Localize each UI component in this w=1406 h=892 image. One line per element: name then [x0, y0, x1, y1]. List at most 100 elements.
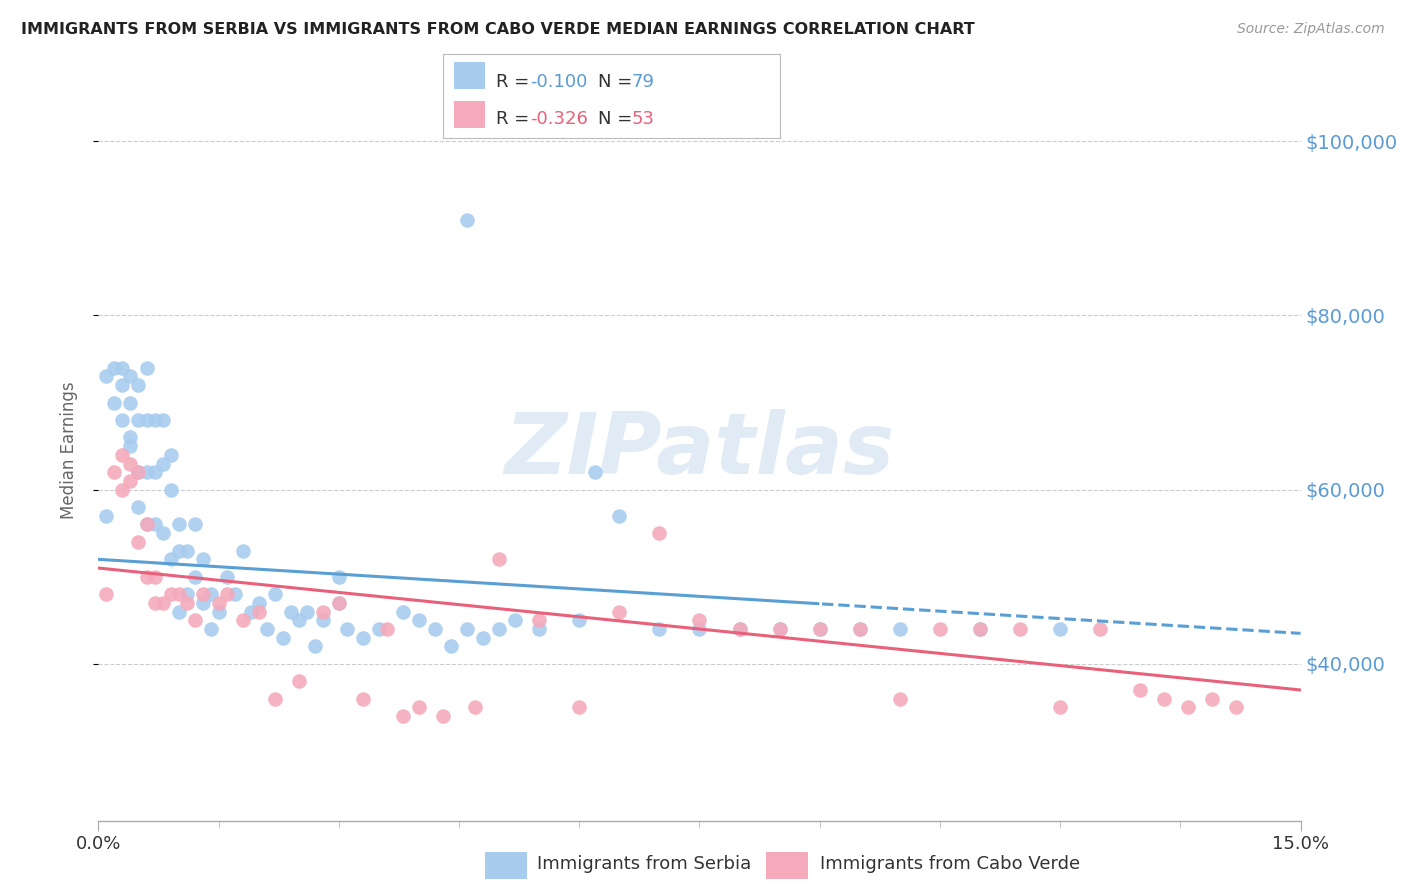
Point [1153, 691, 1175, 706]
Point [103, 465, 125, 479]
Point [295, 605, 318, 619]
Point [440, 640, 463, 654]
Point [128, 465, 150, 479]
Text: Immigrants from Cabo Verde: Immigrants from Cabo Verde [820, 855, 1080, 873]
Point [648, 526, 671, 541]
Point [191, 587, 214, 601]
Point [135, 360, 157, 375]
Point [167, 543, 190, 558]
Point [152, 596, 174, 610]
Point [728, 622, 751, 636]
Point [689, 622, 711, 636]
Point [167, 605, 190, 619]
Point [969, 622, 991, 636]
Point [280, 605, 302, 619]
Point [128, 535, 150, 549]
Point [689, 613, 711, 627]
Point [304, 640, 326, 654]
Point [263, 691, 285, 706]
Point [200, 587, 222, 601]
Point [159, 448, 181, 462]
Point [135, 517, 157, 532]
Point [120, 439, 142, 453]
Point [111, 360, 134, 375]
Point [288, 674, 311, 689]
Point [103, 360, 125, 375]
Point [352, 691, 374, 706]
Point [215, 570, 238, 584]
Point [472, 631, 495, 645]
Point [232, 543, 254, 558]
Point [135, 517, 157, 532]
Point [135, 570, 157, 584]
Point [352, 631, 374, 645]
Point [167, 517, 190, 532]
Point [648, 622, 671, 636]
Point [456, 212, 478, 227]
Point [111, 448, 134, 462]
Point [568, 613, 591, 627]
Point [224, 587, 246, 601]
Point [529, 613, 551, 627]
Point [849, 622, 872, 636]
Point [464, 700, 486, 714]
Point [183, 613, 205, 627]
Point [176, 596, 198, 610]
Point [120, 395, 142, 409]
Text: ZIPatlas: ZIPatlas [505, 409, 894, 492]
Point [176, 587, 198, 601]
Text: N =: N = [598, 73, 637, 91]
Point [135, 413, 157, 427]
Point [96, 508, 118, 523]
Point [247, 596, 270, 610]
Point [191, 596, 214, 610]
Point [159, 587, 181, 601]
Point [889, 622, 911, 636]
Point [312, 605, 335, 619]
Point [103, 395, 125, 409]
Point [288, 613, 311, 627]
Text: R =: R = [496, 73, 536, 91]
Point [128, 378, 150, 392]
Point [488, 622, 510, 636]
Point [120, 474, 142, 488]
Point [1049, 700, 1071, 714]
Point [159, 552, 181, 566]
Point [183, 517, 205, 532]
Point [232, 613, 254, 627]
Point [969, 622, 991, 636]
Point [143, 517, 166, 532]
Point [408, 700, 430, 714]
Text: Immigrants from Serbia: Immigrants from Serbia [537, 855, 751, 873]
Point [215, 587, 238, 601]
Point [208, 596, 231, 610]
Point [328, 596, 350, 610]
Point [143, 413, 166, 427]
Point [263, 587, 285, 601]
Point [368, 622, 391, 636]
Point [1225, 700, 1247, 714]
Point [128, 465, 150, 479]
Point [111, 378, 134, 392]
Point [256, 622, 278, 636]
Point [503, 613, 526, 627]
Point [143, 596, 166, 610]
Text: -0.100: -0.100 [530, 73, 588, 91]
Text: N =: N = [598, 110, 637, 128]
Point [432, 709, 454, 723]
Point [328, 570, 350, 584]
Point [191, 552, 214, 566]
Point [392, 709, 415, 723]
Point [159, 483, 181, 497]
Point [1088, 622, 1111, 636]
Point [808, 622, 831, 636]
Y-axis label: Median Earnings: Median Earnings [59, 382, 77, 519]
Point [568, 700, 591, 714]
Text: 53: 53 [631, 110, 654, 128]
Point [456, 622, 478, 636]
Point [128, 413, 150, 427]
Point [529, 622, 551, 636]
Point [408, 613, 430, 627]
Point [849, 622, 872, 636]
Point [239, 605, 262, 619]
